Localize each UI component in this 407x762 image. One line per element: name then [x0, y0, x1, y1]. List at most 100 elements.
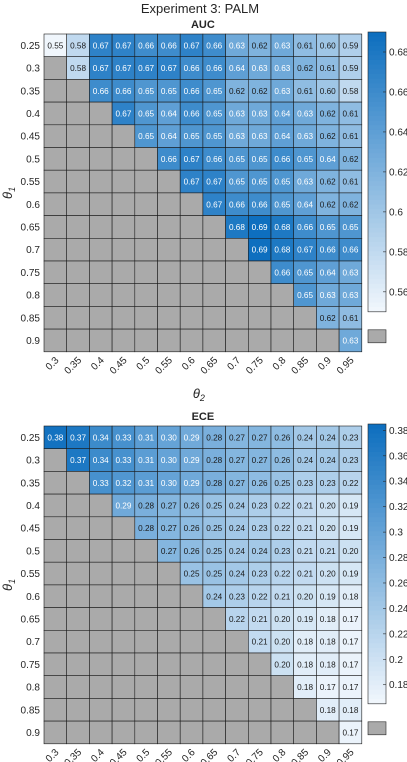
empty-cell — [66, 652, 90, 677]
cell-value-label: 0.20 — [320, 501, 336, 510]
x-tick-label: 0.7 — [225, 747, 243, 762]
colorbar-segment — [368, 78, 386, 84]
cell-value-label: 0.63 — [274, 41, 290, 50]
empty-cell — [248, 306, 272, 330]
colorbar-segment — [368, 582, 386, 588]
cell-value-label: 0.66 — [274, 155, 290, 164]
y-tick-label: 0.5 — [26, 154, 40, 165]
empty-cell — [157, 192, 181, 216]
empty-cell — [225, 698, 249, 722]
y-tick-label: 0.3 — [26, 456, 40, 467]
cell-value-label: 0.18 — [320, 706, 336, 715]
cell-value-label: 0.61 — [342, 109, 358, 118]
cell-value-label: 0.26 — [184, 501, 200, 510]
cell-value-label: 0.66 — [184, 64, 200, 73]
empty-cell — [89, 675, 113, 699]
colorbar-segment — [368, 209, 386, 215]
empty-cell — [66, 124, 90, 148]
y-tick-label: 0.3 — [26, 64, 40, 75]
empty-cell — [66, 283, 90, 307]
colorbar-segment — [368, 115, 386, 122]
cell-value-label: 0.64 — [297, 200, 313, 209]
cell-value-label: 0.65 — [342, 223, 358, 232]
empty-cell — [89, 283, 113, 307]
colorbar-segment — [368, 675, 386, 681]
cell-value-label: 0.20 — [320, 524, 336, 533]
cell-value-label: 0.66 — [252, 200, 268, 209]
empty-cell — [179, 215, 204, 239]
colorbar-segment — [368, 83, 386, 89]
empty-cell — [89, 629, 113, 654]
colorbar-segment — [368, 428, 386, 434]
empty-cell — [293, 306, 317, 330]
empty-cell — [248, 698, 272, 722]
cell-value-label: 0.20 — [274, 660, 290, 669]
y-tick-label: 0.6 — [26, 200, 40, 211]
colorbar-tick-label: 0.68 — [389, 47, 407, 58]
empty-cell — [157, 169, 181, 194]
cell-value-label: 0.37 — [70, 456, 86, 465]
cell-value-label: 0.63 — [252, 64, 268, 73]
colorbar-segment — [368, 69, 386, 75]
cell-value-label: 0.21 — [274, 592, 290, 601]
colorbar-segment — [368, 689, 386, 695]
colorbar-tick-label: 0.64 — [389, 127, 407, 138]
cell-value-label: 0.65 — [274, 200, 290, 209]
empty-cell — [157, 328, 181, 353]
colorbar-segment — [368, 554, 386, 560]
empty-cell — [89, 328, 113, 353]
cell-value-label: 0.23 — [297, 479, 313, 488]
colorbar-segment — [368, 190, 386, 196]
colorbar-segment — [368, 451, 386, 458]
cell-value-label: 0.22 — [252, 592, 268, 601]
cell-value-label: 0.62 — [342, 200, 358, 209]
cell-value-label: 0.23 — [274, 547, 290, 556]
empty-cell — [89, 147, 113, 171]
cell-value-label: 0.19 — [342, 570, 358, 579]
colorbar-segment — [368, 619, 386, 626]
empty-cell — [66, 215, 90, 239]
colorbar-segment — [368, 493, 386, 500]
cell-value-label: 0.65 — [206, 87, 222, 96]
y-tick-label: 0.7 — [26, 637, 40, 648]
cell-value-label: 0.21 — [297, 547, 313, 556]
empty-cell — [43, 169, 68, 194]
x-tick-label: 0.3 — [44, 747, 62, 762]
cell-value-label: 0.20 — [274, 638, 290, 647]
empty-cell — [66, 675, 90, 699]
cell-value-label: 0.27 — [161, 547, 177, 556]
colorbar-segment — [368, 288, 386, 294]
empty-cell — [89, 169, 113, 194]
cell-value-label: 0.64 — [161, 109, 177, 118]
empty-cell — [270, 283, 295, 307]
colorbar-segment — [368, 545, 386, 551]
colorbar-segment — [368, 596, 386, 602]
cell-value-label: 0.65 — [320, 223, 336, 232]
cell-value-label: 0.22 — [229, 615, 245, 624]
cell-value-label: 0.65 — [297, 291, 313, 300]
empty-cell — [202, 720, 226, 745]
cell-value-label: 0.17 — [342, 660, 358, 669]
colorbar-segment — [368, 624, 386, 630]
colorbar-segment — [368, 666, 386, 672]
cell-value-label: 0.17 — [342, 683, 358, 692]
empty-cell — [248, 675, 272, 699]
y-tick-label: 0.8 — [26, 291, 40, 302]
empty-cell — [179, 698, 204, 722]
cell-value-label: 0.29 — [115, 501, 131, 510]
colorbar-tick-label: 0.62 — [389, 167, 407, 178]
cell-value-label: 0.66 — [297, 223, 313, 232]
cell-value-label: 0.66 — [184, 109, 200, 118]
empty-cell — [89, 607, 113, 631]
empty-cell — [43, 698, 68, 722]
empty-cell — [66, 306, 90, 330]
cell-value-label: 0.26 — [274, 433, 290, 442]
colorbar-segment — [368, 591, 386, 598]
colorbar-segment — [368, 73, 386, 80]
cell-value-label: 0.22 — [342, 479, 358, 488]
colorbar-segment — [368, 484, 386, 490]
colorbar-segment — [368, 685, 386, 691]
cell-value-label: 0.29 — [184, 433, 200, 442]
empty-cell — [66, 698, 90, 722]
y-tick-label: 0.25 — [21, 433, 41, 444]
